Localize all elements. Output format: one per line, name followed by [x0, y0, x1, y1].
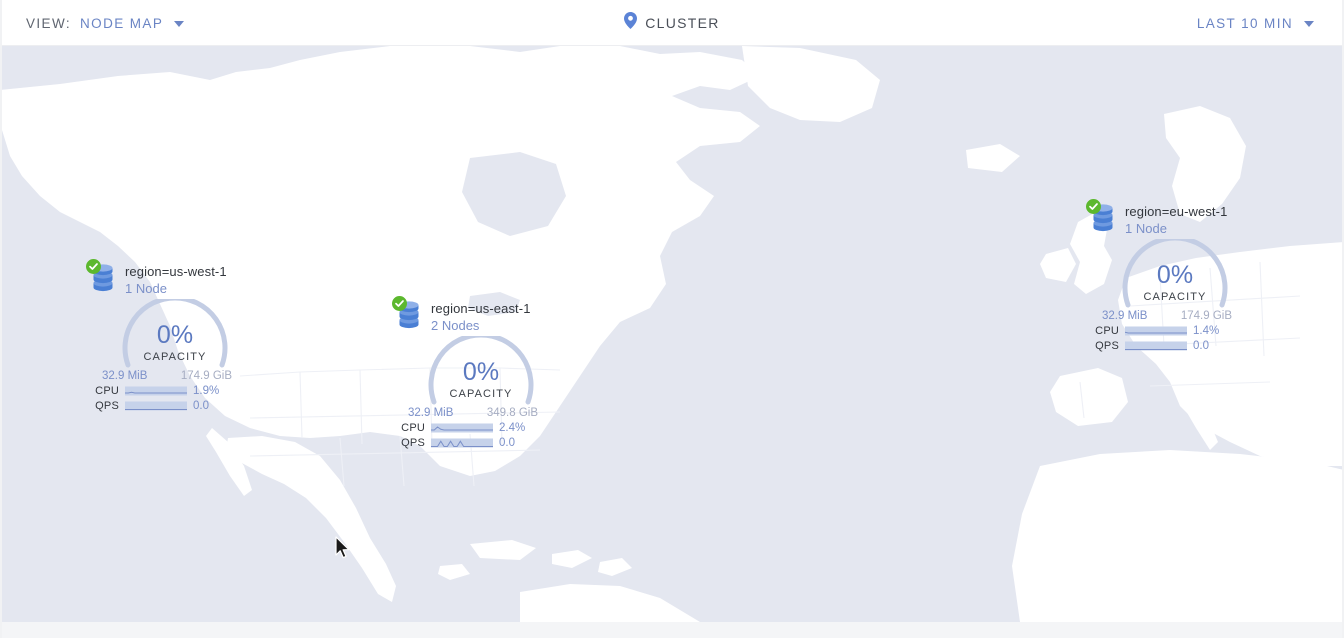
node-title: region=eu-west-1 — [1125, 204, 1228, 219]
view-selector-group: VIEW: NODE MAP — [26, 0, 185, 46]
node-marker-us-west-1[interactable]: region=us-west-1 1 Node 0% CAPACITY 32.9… — [86, 259, 240, 412]
node-meta: region=us-west-1 1 Node — [125, 263, 227, 297]
qps-sparkline — [431, 438, 493, 448]
view-label: VIEW: — [26, 15, 72, 31]
cpu-label: CPU — [95, 385, 119, 397]
cpu-label: CPU — [1095, 325, 1119, 337]
bottom-strip — [0, 622, 1344, 638]
qps-sparkline — [125, 401, 187, 411]
cpu-value: 1.9% — [193, 385, 220, 397]
node-title: region=us-east-1 — [431, 301, 531, 316]
node-marker-us-east-1[interactable]: region=us-east-1 2 Nodes 0% CAPACITY 32.… — [392, 296, 546, 449]
world-map[interactable]: region=us-west-1 1 Node 0% CAPACITY 32.9… — [0, 46, 1344, 622]
toolbar: VIEW: NODE MAP CLUSTER LAST 10 MIN — [0, 0, 1344, 46]
status-ok-check-icon — [86, 259, 101, 274]
chevron-down-icon[interactable] — [1304, 21, 1314, 27]
node-header: region=us-west-1 1 Node — [86, 259, 240, 297]
node-count: 1 Node — [125, 281, 167, 296]
qps-label: QPS — [95, 400, 119, 412]
qps-metric-row: QPS 0.0 — [1094, 340, 1232, 352]
database-stack-icon[interactable] — [392, 296, 424, 332]
qps-sparkline — [1125, 341, 1187, 351]
cpu-value: 2.4% — [499, 422, 526, 434]
node-title: region=us-west-1 — [125, 264, 227, 279]
cpu-sparkline — [431, 423, 493, 433]
qps-value: 0.0 — [499, 437, 515, 449]
map-borders — [239, 261, 1301, 487]
time-range-selector-group: LAST 10 MIN — [1197, 0, 1314, 46]
node-marker-eu-west-1[interactable]: region=eu-west-1 1 Node 0% CAPACITY 32.9… — [1086, 199, 1240, 352]
cpu-sparkline — [125, 386, 187, 396]
time-range-value[interactable]: LAST 10 MIN — [1196, 15, 1293, 31]
memory-row: 32.9 MiB 174.9 GiB — [102, 370, 232, 382]
memory-total: 349.8 GiB — [486, 407, 538, 419]
cluster-title-group: CLUSTER — [0, 0, 1344, 46]
capacity-gauge: 0% CAPACITY — [1110, 239, 1240, 309]
memory-total: 174.9 GiB — [180, 370, 232, 382]
right-edge — [1342, 0, 1344, 638]
node-header: region=eu-west-1 1 Node — [1086, 199, 1240, 237]
qps-value: 0.0 — [1193, 340, 1209, 352]
memory-row: 32.9 MiB 349.8 GiB — [408, 407, 538, 419]
node-count: 1 Node — [1125, 221, 1167, 236]
capacity-gauge: 0% CAPACITY — [416, 336, 546, 406]
page-title: CLUSTER — [645, 15, 720, 31]
chevron-down-icon[interactable] — [174, 21, 185, 27]
qps-label: QPS — [1095, 340, 1119, 352]
node-count: 2 Nodes — [431, 318, 480, 333]
cpu-metric-row: CPU 2.4% — [400, 422, 538, 434]
memory-total: 174.9 GiB — [1180, 310, 1232, 322]
cpu-metric-row: CPU 1.4% — [1094, 325, 1232, 337]
cpu-metric-row: CPU 1.9% — [94, 385, 232, 397]
qps-metric-row: QPS 0.0 — [94, 400, 232, 412]
database-stack-icon[interactable] — [86, 259, 118, 295]
node-header: region=us-east-1 2 Nodes — [392, 296, 546, 334]
status-ok-check-icon — [392, 296, 407, 311]
memory-used: 32.9 MiB — [1102, 310, 1148, 322]
qps-metric-row: QPS 0.0 — [400, 437, 538, 449]
status-ok-check-icon — [1086, 199, 1101, 214]
map-landmasses — [0, 46, 1344, 622]
memory-used: 32.9 MiB — [408, 407, 454, 419]
cpu-sparkline — [1125, 326, 1187, 336]
qps-value: 0.0 — [193, 400, 209, 412]
memory-used: 32.9 MiB — [102, 370, 148, 382]
view-selector-value[interactable]: NODE MAP — [80, 15, 164, 31]
map-pin-icon — [624, 12, 638, 34]
memory-row: 32.9 MiB 174.9 GiB — [1102, 310, 1232, 322]
map-canvas — [0, 46, 1344, 622]
capacity-gauge: 0% CAPACITY — [110, 299, 240, 369]
qps-label: QPS — [401, 437, 425, 449]
left-edge — [0, 0, 2, 638]
node-meta: region=us-east-1 2 Nodes — [431, 300, 531, 334]
database-stack-icon[interactable] — [1086, 199, 1118, 235]
cpu-label: CPU — [401, 422, 425, 434]
cpu-value: 1.4% — [1193, 325, 1220, 337]
node-meta: region=eu-west-1 1 Node — [1125, 203, 1227, 237]
